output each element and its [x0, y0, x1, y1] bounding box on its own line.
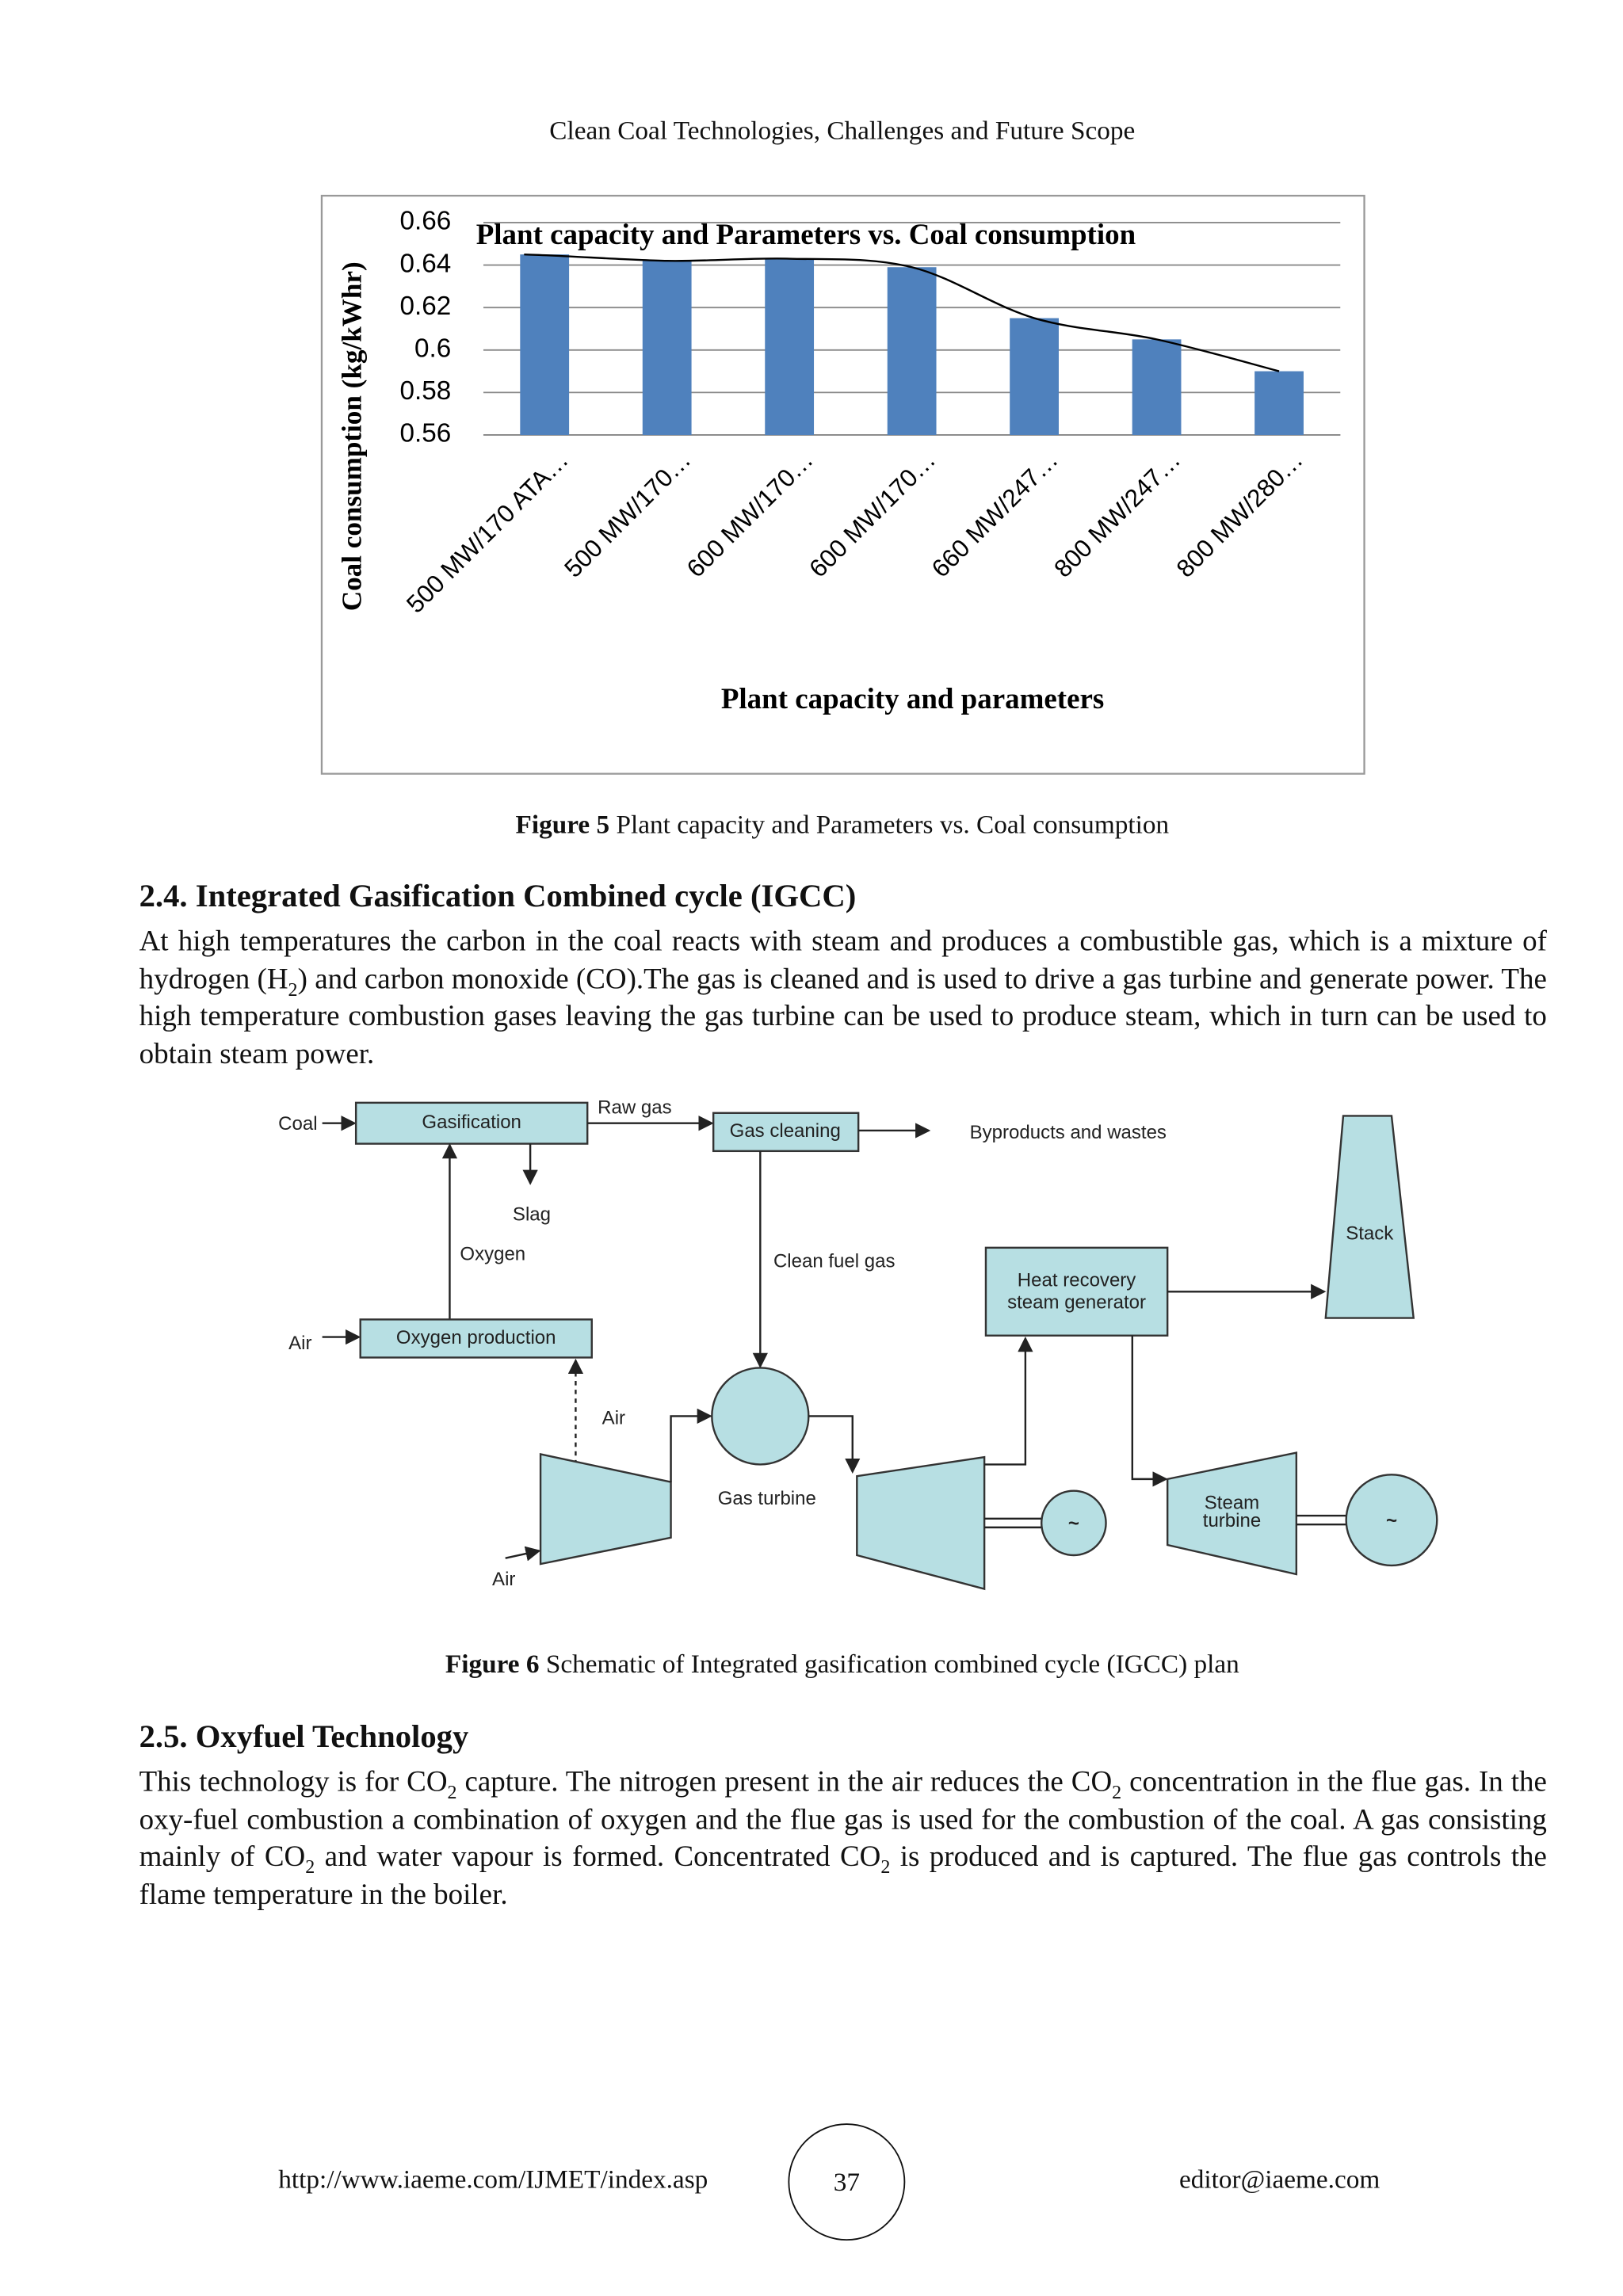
steam-turbine	[1166, 1451, 1298, 1576]
section-heading: 2.4. Integrated Gasification Combined cy…	[139, 877, 857, 914]
combustor	[711, 1367, 810, 1466]
hrsg-box	[984, 1246, 1169, 1337]
diagram-label: Oxygen	[460, 1243, 525, 1264]
text: ) and carbon monoxide (CO).The gas is cl…	[139, 963, 1547, 1070]
diagram-label: Gas cleaning	[730, 1120, 841, 1142]
generator-symbol: ~	[1386, 1510, 1397, 1531]
text: is produced and is captured. The flue ga…	[139, 1840, 1547, 1911]
bar	[1010, 318, 1059, 435]
arrow	[808, 1415, 861, 1474]
running-header: Clean Coal Technologies, Challenges and …	[549, 116, 1136, 145]
gas-cleaning-box	[712, 1112, 860, 1153]
y-tick-label: 0.56	[400, 419, 452, 448]
y-tick-label: 0.66	[400, 207, 452, 236]
text: concentration in the flue gas. In the ox…	[139, 1766, 1547, 1874]
subscript: 2	[305, 1855, 315, 1878]
bar	[887, 267, 937, 435]
oxygen-production-box	[359, 1318, 593, 1359]
diagram-label: Coal	[278, 1113, 317, 1135]
y-tick-label: 0.64	[400, 249, 452, 278]
figure-label: Figure 6	[445, 1649, 540, 1679]
arrow	[1131, 1335, 1168, 1487]
bar	[520, 254, 570, 435]
diagram-label: Byproducts and wastes	[970, 1122, 1167, 1143]
y-tick-label: 0.62	[400, 292, 452, 321]
figure-caption: Figure 5 Plant capacity and Parameters v…	[0, 810, 1623, 841]
stack	[1324, 1115, 1415, 1319]
figure-caption: Figure 6 Schematic of Integrated gasific…	[0, 1649, 1623, 1680]
y-axis-label: Coal consumption (kg/kWhr)	[336, 261, 367, 611]
paragraph: At high temperatures the carbon in the c…	[139, 924, 1547, 1074]
bar	[765, 258, 815, 435]
text: This technology is for CO	[139, 1766, 448, 1798]
section-heading: 2.5. Oxyfuel Technology	[139, 1718, 469, 1755]
diagram-label: Oxygen production	[396, 1327, 556, 1348]
diagram-label: Stack	[1346, 1223, 1394, 1245]
footer-url: http://www.iaeme.com/IJMET/index.asp	[278, 2164, 708, 2194]
diagram-label: Air	[288, 1333, 311, 1354]
bar	[1254, 371, 1304, 435]
diagram-label: Clean fuel gas	[773, 1251, 896, 1272]
footer-email: editor@iaeme.com	[1178, 2164, 1381, 2194]
diagram-label: Air	[602, 1407, 625, 1428]
diagram-label: Gas turbine	[718, 1488, 816, 1509]
text: At high temperatures the carbon in the c…	[139, 925, 1547, 995]
diagram-label: Steam	[1205, 1493, 1259, 1514]
diagram-label: steam generator	[1007, 1291, 1146, 1313]
subscript: 2	[880, 1855, 891, 1878]
bar	[642, 261, 692, 435]
arrow	[984, 1337, 1033, 1466]
trend-line	[524, 253, 1280, 372]
diagram-label: Raw gas	[598, 1097, 671, 1119]
arrow	[670, 1408, 712, 1482]
caption-text: Schematic of Integrated gasification com…	[545, 1649, 1239, 1679]
caption-text: Plant capacity and Parameters vs. Coal c…	[616, 810, 1170, 840]
y-tick-label: 0.58	[400, 376, 452, 406]
text: and water vapour is formed. Concentrated…	[315, 1840, 881, 1874]
subscript: 2	[288, 977, 298, 1000]
arrow	[505, 1546, 541, 1562]
chart-frame	[320, 194, 1365, 775]
page-number: 37	[788, 2123, 906, 2241]
compressor	[539, 1452, 672, 1566]
chart-title: Plant capacity and Parameters vs. Coal c…	[476, 218, 1136, 250]
diagram-label: Gasification	[422, 1112, 521, 1133]
y-tick-label: 0.6	[414, 334, 451, 364]
igcc-diagram: Coal Gasification Raw gas Gas cleaning B…	[278, 1097, 1438, 1591]
gasification-box	[354, 1101, 589, 1145]
text: capture. The nitrogen present in the air…	[456, 1766, 1113, 1798]
diagram-label: turbine	[1203, 1510, 1261, 1531]
gas-turbine	[856, 1455, 986, 1591]
x-axis-label: Plant capacity and parameters	[721, 682, 1104, 715]
diagram-label: Heat recovery	[1018, 1270, 1136, 1291]
generator	[1345, 1474, 1438, 1567]
bar	[1132, 339, 1182, 435]
figure-label: Figure 5	[515, 810, 610, 840]
diagram-label: Slag	[513, 1204, 551, 1226]
subscript: 2	[1112, 1780, 1122, 1803]
generator-symbol: ~	[1068, 1513, 1079, 1535]
paragraph: This technology is for CO2 capture. The …	[139, 1764, 1547, 1914]
diagram-label: Air	[492, 1569, 515, 1590]
generator	[1041, 1489, 1107, 1557]
subscript: 2	[447, 1780, 457, 1803]
